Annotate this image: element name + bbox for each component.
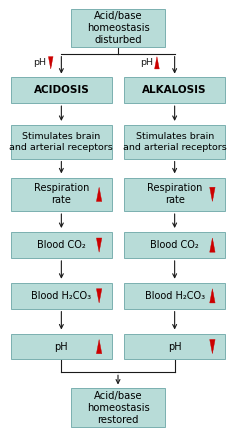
FancyBboxPatch shape <box>11 77 112 103</box>
Polygon shape <box>97 238 102 252</box>
Text: Respiration
rate: Respiration rate <box>147 183 202 206</box>
FancyBboxPatch shape <box>98 238 100 249</box>
FancyBboxPatch shape <box>211 340 214 350</box>
Text: pH: pH <box>168 341 181 352</box>
Polygon shape <box>97 289 102 303</box>
FancyBboxPatch shape <box>124 283 225 309</box>
Text: Stimulates brain
and arterial receptors: Stimulates brain and arterial receptors <box>123 132 227 152</box>
Polygon shape <box>210 340 215 353</box>
Text: Respiration
rate: Respiration rate <box>34 183 89 206</box>
Text: Acid/base
homeostasis
restored: Acid/base homeostasis restored <box>87 390 149 425</box>
FancyBboxPatch shape <box>11 125 112 159</box>
FancyBboxPatch shape <box>156 60 158 69</box>
FancyBboxPatch shape <box>11 334 112 359</box>
FancyBboxPatch shape <box>11 178 112 211</box>
Text: Acid/base
homeostasis
disturbed: Acid/base homeostasis disturbed <box>87 11 149 45</box>
FancyBboxPatch shape <box>211 292 214 303</box>
Polygon shape <box>210 289 215 303</box>
Polygon shape <box>210 187 215 201</box>
FancyBboxPatch shape <box>124 334 225 359</box>
FancyBboxPatch shape <box>98 289 100 299</box>
Polygon shape <box>210 238 215 252</box>
FancyBboxPatch shape <box>124 178 225 211</box>
Text: pH: pH <box>34 58 47 67</box>
FancyBboxPatch shape <box>11 283 112 309</box>
Polygon shape <box>48 57 53 69</box>
FancyBboxPatch shape <box>98 343 100 353</box>
Text: Blood H₂CO₃: Blood H₂CO₃ <box>145 291 205 301</box>
FancyBboxPatch shape <box>124 125 225 159</box>
Text: pH: pH <box>55 341 68 352</box>
Polygon shape <box>97 340 102 353</box>
FancyBboxPatch shape <box>71 388 165 427</box>
Polygon shape <box>97 187 102 201</box>
FancyBboxPatch shape <box>211 242 214 252</box>
FancyBboxPatch shape <box>11 232 112 258</box>
Text: Stimulates brain
and arterial receptors: Stimulates brain and arterial receptors <box>9 132 113 152</box>
Text: ALKALOSIS: ALKALOSIS <box>142 85 207 95</box>
FancyBboxPatch shape <box>124 77 225 103</box>
Text: Blood CO₂: Blood CO₂ <box>37 240 86 250</box>
FancyBboxPatch shape <box>124 232 225 258</box>
FancyBboxPatch shape <box>98 191 100 201</box>
FancyBboxPatch shape <box>71 9 165 47</box>
Text: Blood CO₂: Blood CO₂ <box>150 240 199 250</box>
FancyBboxPatch shape <box>211 187 214 198</box>
FancyBboxPatch shape <box>50 57 52 66</box>
Text: Blood H₂CO₃: Blood H₂CO₃ <box>31 291 91 301</box>
Text: pH: pH <box>140 58 153 67</box>
Polygon shape <box>155 57 159 69</box>
Text: ACIDOSIS: ACIDOSIS <box>34 85 89 95</box>
